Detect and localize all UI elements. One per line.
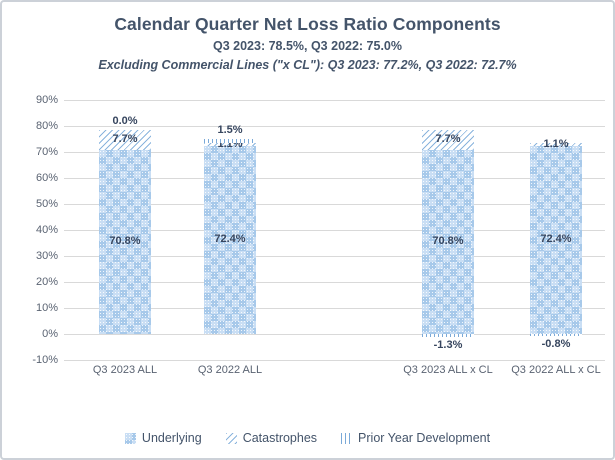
bar-segment-catastrophes <box>204 142 256 146</box>
bar-segment-underlying <box>530 145 582 334</box>
y-axis-tick-label: 30% <box>35 250 58 262</box>
y-axis-tick-label: 70% <box>35 146 58 158</box>
bar-segment-underlying <box>204 145 256 334</box>
bar-segment-pyd <box>204 139 256 143</box>
bar-segment-underlying <box>422 149 474 334</box>
legend-label-catastrophes: Catastrophes <box>242 431 318 445</box>
x-axis-category-label: Q3 2023 ALL <box>92 364 158 376</box>
gridline <box>64 100 605 101</box>
legend-item-catastrophes: Catastrophes <box>225 431 318 445</box>
x-axis-category-label: Q3 2023 ALL x CL <box>403 364 493 376</box>
y-axis-tick-label: 50% <box>35 198 58 210</box>
y-axis-tick-label: 0% <box>42 328 58 340</box>
x-axis-category-label: Q3 2022 ALL x CL <box>511 364 601 376</box>
catastrophes-pattern-swatch-icon <box>225 432 237 444</box>
data-label-catastrophes: 7.7% <box>435 133 461 146</box>
legend: Underlying Catastrophes Prior Year Devel… <box>2 431 613 445</box>
gridline <box>64 334 605 335</box>
gridline <box>64 178 605 179</box>
underlying-pattern-swatch-icon <box>124 432 136 444</box>
legend-item-prior-year-development: Prior Year Development <box>341 431 490 445</box>
bar-segment-underlying <box>99 149 151 334</box>
data-label-pyd: 1.5% <box>217 124 243 136</box>
gridline <box>64 360 605 361</box>
chart-subtitle-excluding-cl: Excluding Commercial Lines ("x CL"): Q3 … <box>98 58 517 72</box>
y-axis-tick-label: 40% <box>35 224 58 236</box>
bar-segment-pyd <box>530 334 582 337</box>
y-axis-tick-label: -10% <box>32 354 58 366</box>
data-label-catastrophes: 7.7% <box>112 133 138 146</box>
y-axis-tick-label: 90% <box>35 94 58 106</box>
gridline <box>64 230 605 231</box>
gridline <box>64 204 605 205</box>
chart-title: Calendar Quarter Net Loss Ratio Componen… <box>114 14 501 34</box>
data-label-pyd: -0.8% <box>541 338 571 351</box>
gridline <box>64 152 605 153</box>
x-axis-category-label: Q3 2022 ALL <box>197 364 263 376</box>
data-label-underlying: 72.4% <box>540 233 572 246</box>
chart-subtitle: Q3 2023: 78.5%, Q3 2022: 75.0% <box>212 39 402 53</box>
gridline <box>64 126 605 127</box>
bar-segment-catastrophes <box>422 129 474 150</box>
data-label-underlying: 70.8% <box>432 235 464 248</box>
data-label-pyd: -1.3% <box>433 339 463 352</box>
bar-segment-catastrophes <box>530 142 582 146</box>
gridline <box>64 308 605 309</box>
legend-label-underlying: Underlying <box>141 431 202 445</box>
legend-item-underlying: Underlying <box>124 431 202 445</box>
prior-year-development-pattern-swatch-icon <box>341 432 353 444</box>
bar-segment-pyd <box>422 334 474 338</box>
data-label-pyd: 0.0% <box>112 114 138 127</box>
bar-segment-catastrophes <box>99 129 151 150</box>
data-label-catastrophes: 1.1% <box>543 137 569 150</box>
data-label-underlying: 72.4% <box>214 233 246 246</box>
gridline <box>64 282 605 283</box>
legend-label-prior-year-development: Prior Year Development <box>358 431 491 445</box>
y-axis-tick-label: 60% <box>35 172 58 184</box>
y-axis-tick-label: 10% <box>35 302 58 314</box>
y-axis-tick-label: 80% <box>35 120 58 132</box>
y-axis-tick-label: 20% <box>35 276 58 288</box>
data-label-underlying: 70.8% <box>109 235 141 248</box>
gridline <box>64 256 605 257</box>
